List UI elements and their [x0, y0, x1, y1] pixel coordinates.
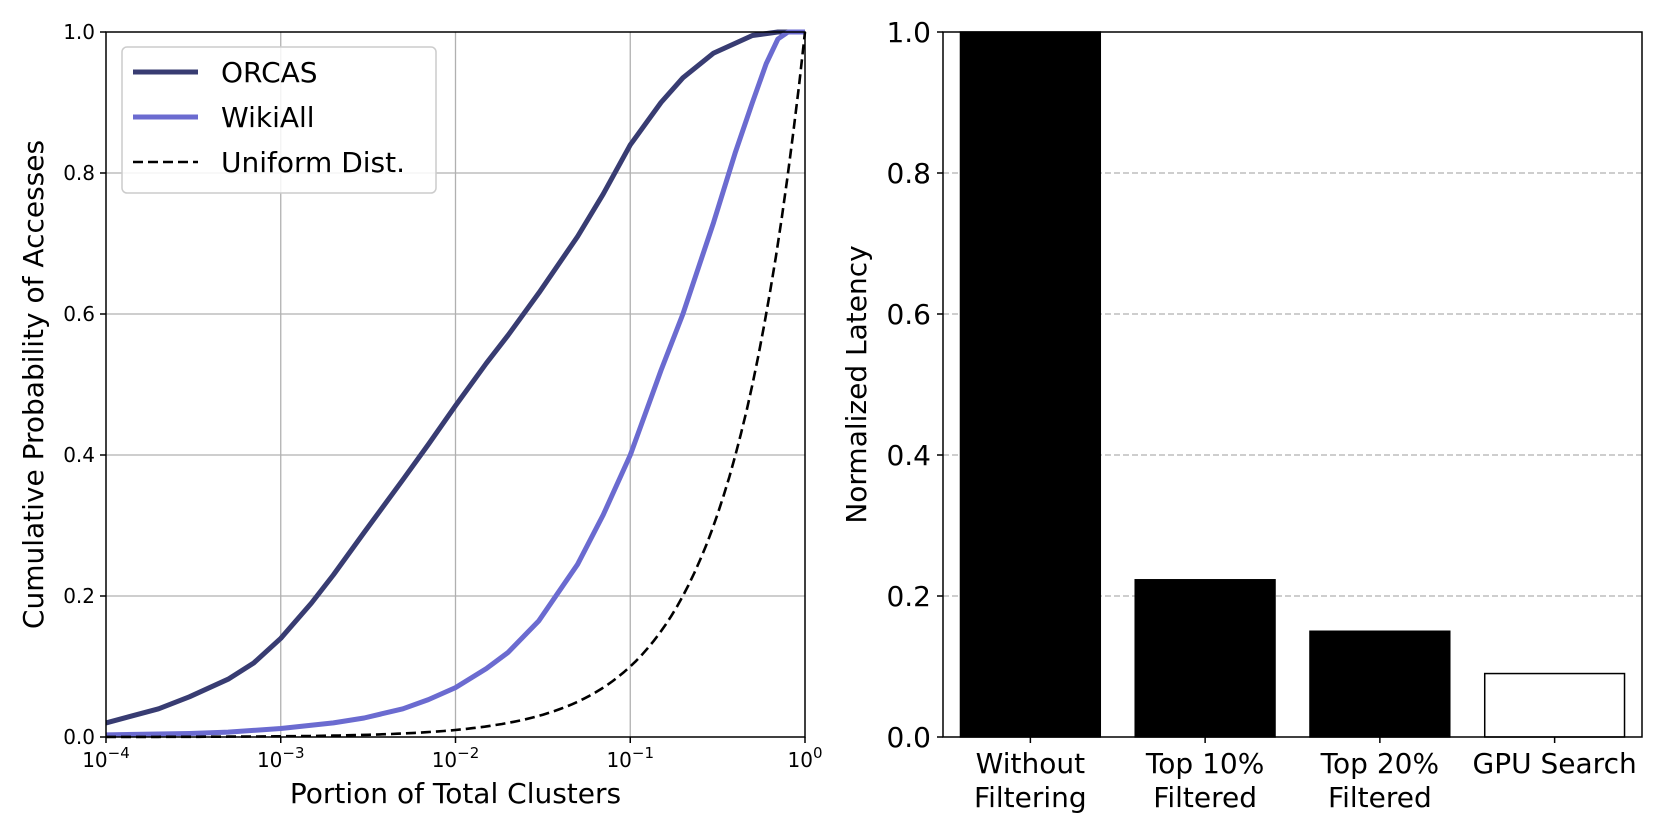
- x-tick-label: 10−2: [432, 744, 480, 772]
- x-tick-label: 10−4: [82, 744, 130, 772]
- x-tick-label: Filtering: [974, 781, 1087, 814]
- x-tick-label: Without: [976, 747, 1085, 780]
- cdf-chart: 0.0 0.2 0.4 0.6 0.8 1.0 10−4 10−3 10−2 10−1 100 Por…: [17, 20, 823, 810]
- legend-label: WikiAll: [221, 101, 315, 134]
- bar: [1134, 579, 1276, 738]
- y-tick-label: 1.0: [63, 20, 95, 44]
- x-tick-label: 10−3: [257, 744, 305, 772]
- y-axis-label: Normalized Latency: [840, 245, 873, 523]
- x-tick-label: 10−1: [606, 744, 654, 772]
- bar: [959, 31, 1102, 738]
- y-axis-label: Cumulative Probability of Accesses: [17, 140, 50, 629]
- series-line-uniform-dist: [106, 31, 807, 739]
- legend-label: ORCAS: [221, 56, 318, 89]
- legend-box: [121, 46, 437, 194]
- y-tick-label: 0.0: [63, 725, 95, 749]
- x-tick-label: Filtered: [1153, 781, 1257, 814]
- x-tick-label: Top 10%: [1145, 747, 1264, 780]
- y-tick-label: 0.8: [886, 157, 931, 190]
- series-line-orcas: [105, 29, 805, 726]
- x-tick-label: Top 20%: [1320, 747, 1439, 780]
- legend: ORCAS WikiAll Uniform Dist.: [121, 46, 437, 194]
- y-tick-label: 0.6: [886, 298, 931, 331]
- x-tick-label: GPU Search: [1473, 747, 1637, 780]
- bar: [1309, 630, 1451, 738]
- series-line-wikiall: [105, 29, 805, 738]
- x-axis-label: Portion of Total Clusters: [290, 777, 621, 810]
- y-tick-label: 1.0: [886, 16, 931, 49]
- y-tick-label: 0.2: [886, 580, 931, 613]
- y-tick-label: 0.8: [63, 161, 95, 185]
- x-tick-label: 100: [788, 744, 823, 772]
- y-tick-label: 0.4: [63, 443, 95, 467]
- y-tick-label: 0.2: [63, 584, 95, 608]
- bar: [1483, 672, 1626, 738]
- y-tick-label: 0.0: [886, 721, 931, 754]
- x-tick-label: Filtered: [1328, 781, 1432, 814]
- legend-label: Uniform Dist.: [221, 146, 405, 179]
- y-tick-label: 0.4: [886, 439, 931, 472]
- plot-frame: [942, 31, 1643, 738]
- y-tick-label: 0.6: [63, 302, 95, 326]
